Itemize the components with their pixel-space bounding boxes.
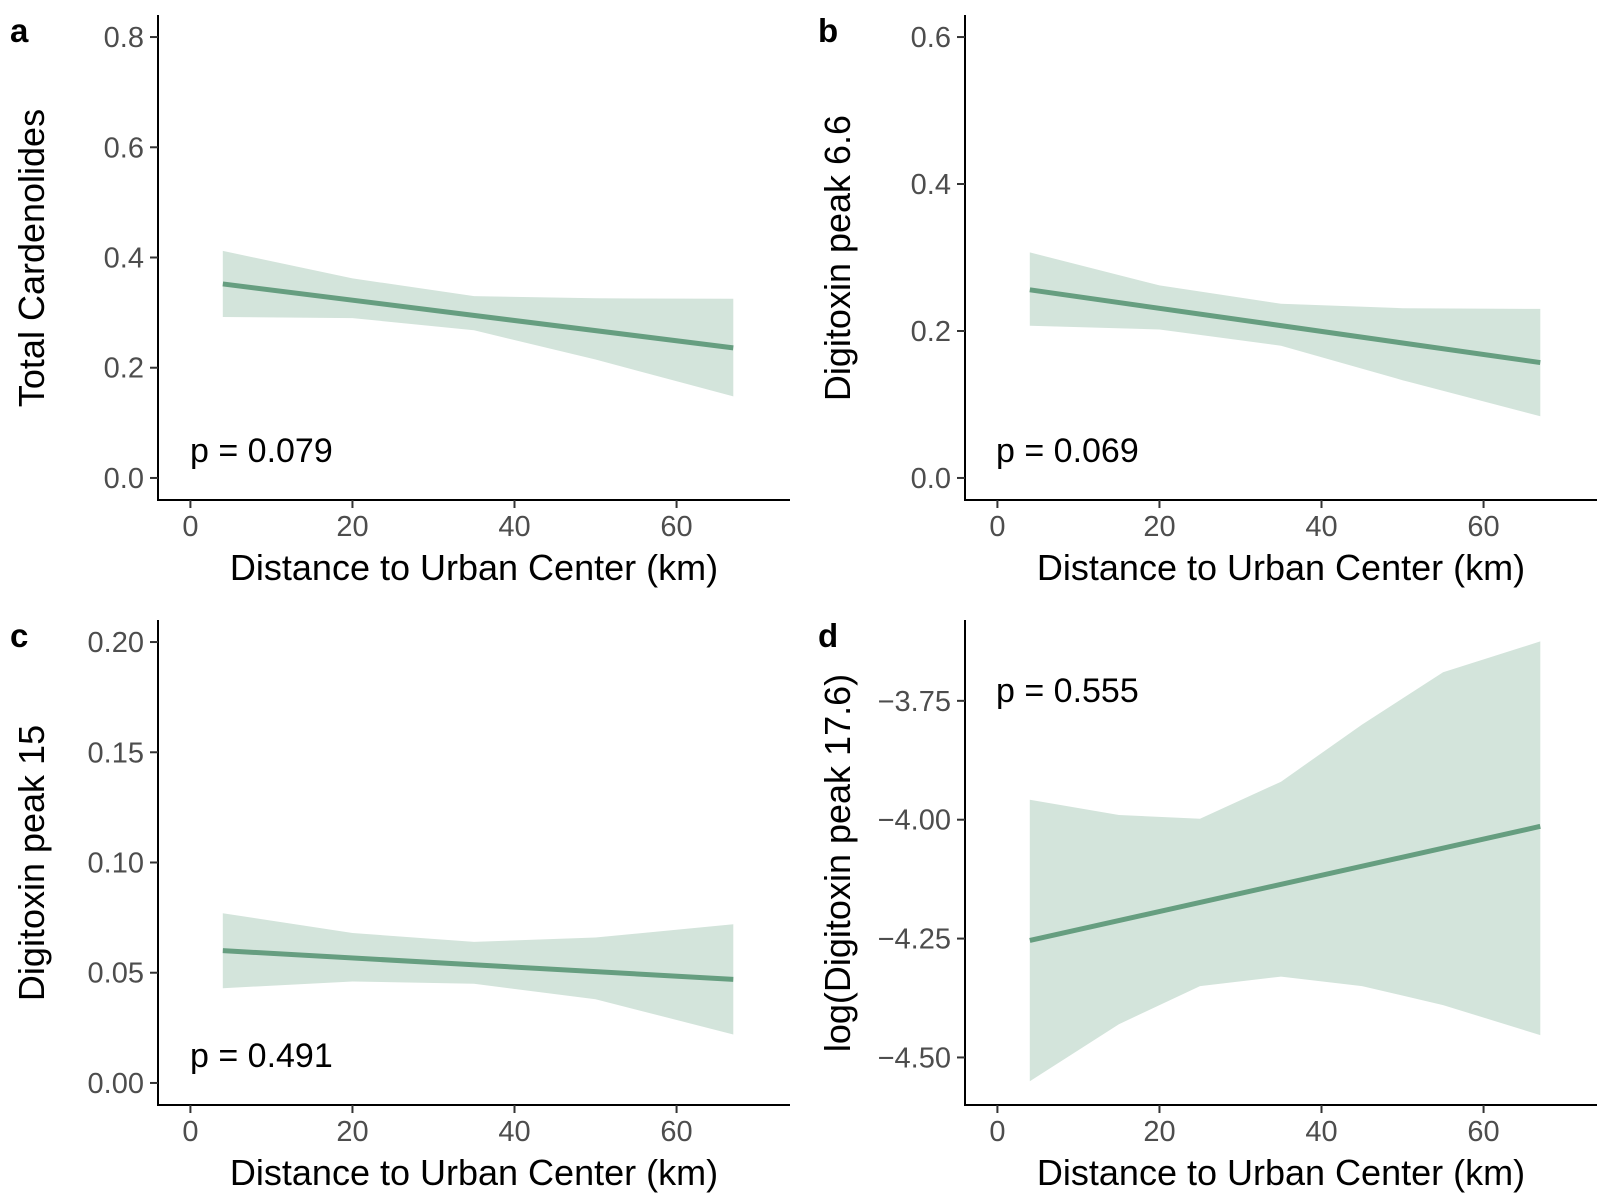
confidence-band <box>1029 252 1541 417</box>
fit-line <box>1029 287 1541 366</box>
x-tick-label: 60 <box>660 511 692 543</box>
panel-tag: a <box>10 12 29 49</box>
panel-d: 0 20 40 60 −4.50 −4.25 −4.00 −3.75 d p = 0.555… <box>817 617 1597 1193</box>
x-tick-label: 20 <box>336 511 368 543</box>
panel-tag: b <box>818 12 838 49</box>
x-tick-label: 60 <box>660 1116 692 1148</box>
x-tick-label: 40 <box>498 511 530 543</box>
x-ticks: 0 20 40 60 <box>182 500 693 543</box>
plot-background <box>965 15 1597 500</box>
panel-a: 0 20 40 60 0.0 0.2 0.4 0.6 0.8 a p = 0.079 Dist… <box>10 12 790 588</box>
x-ticks: 0 20 40 60 <box>182 1105 693 1148</box>
y-tick-label: 0.15 <box>88 737 144 769</box>
y-tick-label: −4.00 <box>878 805 951 837</box>
x-tick-label: 60 <box>1467 511 1499 543</box>
y-tick-label: 0.8 <box>104 22 144 54</box>
y-tick-label: 0.0 <box>104 463 144 495</box>
x-tick-label: 40 <box>1305 511 1337 543</box>
y-tick-label: 0.00 <box>88 1068 144 1100</box>
y-tick-label: −4.25 <box>878 924 951 956</box>
panel-tag: d <box>818 617 838 654</box>
p-value-label: p = 0.079 <box>190 432 333 470</box>
x-axis-title: Distance to Urban Center (km) <box>230 1152 718 1193</box>
x-tick-label: 0 <box>989 1116 1005 1148</box>
x-ticks: 0 20 40 60 <box>989 500 1500 543</box>
x-tick-label: 20 <box>336 1116 368 1148</box>
fit-line <box>222 281 734 351</box>
y-ticks: 0.00 0.05 0.10 0.15 0.20 <box>88 627 158 1100</box>
x-ticks: 0 20 40 60 <box>989 1105 1500 1148</box>
panel-c: 0 20 40 60 0.00 0.05 0.10 0.15 0.20 c p = 0.491… <box>10 617 790 1193</box>
panel-b: 0 20 40 60 0.0 0.2 0.4 0.6 b p = 0.069 Distanc… <box>817 12 1597 588</box>
confidence-band <box>222 250 734 397</box>
y-ticks: 0.0 0.2 0.4 0.6 0.8 <box>104 22 158 495</box>
y-tick-label: 0.05 <box>88 958 144 990</box>
x-axis-title: Distance to Urban Center (km) <box>1037 547 1525 588</box>
x-tick-label: 0 <box>989 511 1005 543</box>
x-tick-label: 0 <box>182 1116 198 1148</box>
x-tick-label: 40 <box>1305 1116 1337 1148</box>
confidence-band <box>222 913 734 1035</box>
x-axis-title: Distance to Urban Center (km) <box>1037 1152 1525 1193</box>
p-value-label: p = 0.491 <box>190 1037 333 1075</box>
y-tick-label: −3.75 <box>878 686 951 718</box>
y-ticks: −4.50 −4.25 −4.00 −3.75 <box>878 686 965 1074</box>
p-value-label: p = 0.069 <box>996 432 1139 470</box>
x-tick-label: 40 <box>498 1116 530 1148</box>
fit-line <box>222 948 734 982</box>
y-axis-title: Digitoxin peak 6.6 <box>817 115 858 401</box>
x-tick-label: 20 <box>1143 511 1175 543</box>
plot-background <box>158 620 790 1105</box>
y-tick-label: 0.2 <box>104 353 144 385</box>
p-value-label: p = 0.555 <box>996 672 1139 710</box>
y-tick-label: 0.4 <box>911 169 951 201</box>
y-ticks: 0.0 0.2 0.4 0.6 <box>911 22 965 495</box>
y-axis-title: Total Cardenolides <box>11 109 52 407</box>
y-axis-title: log(Digitoxin peak 17.6) <box>817 674 858 1052</box>
y-tick-label: 0.6 <box>911 22 951 54</box>
fit-line <box>1029 823 1541 943</box>
x-axis-title: Distance to Urban Center (km) <box>230 547 718 588</box>
plot-background <box>158 15 790 500</box>
y-axis-title: Digitoxin peak 15 <box>11 725 52 1001</box>
y-tick-label: 0.10 <box>88 848 144 880</box>
y-tick-label: 0.2 <box>911 316 951 348</box>
x-tick-label: 20 <box>1143 1116 1175 1148</box>
confidence-band <box>1029 641 1541 1082</box>
y-tick-label: 0.0 <box>911 463 951 495</box>
x-tick-label: 0 <box>182 511 198 543</box>
x-tick-label: 60 <box>1467 1116 1499 1148</box>
y-tick-label: 0.20 <box>88 627 144 659</box>
y-tick-label: 0.6 <box>104 132 144 164</box>
y-tick-label: −4.50 <box>878 1042 951 1074</box>
panel-tag: c <box>10 617 28 654</box>
y-tick-label: 0.4 <box>104 243 144 275</box>
